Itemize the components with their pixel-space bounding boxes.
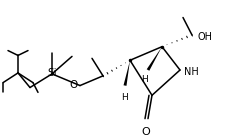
Text: O: O (142, 127, 150, 137)
Text: NH: NH (184, 67, 199, 77)
Text: O: O (70, 80, 78, 90)
Text: Si: Si (47, 68, 57, 78)
Polygon shape (123, 60, 130, 86)
Text: H: H (121, 93, 127, 102)
Text: H: H (142, 75, 148, 84)
Polygon shape (147, 47, 162, 71)
Text: OH: OH (197, 32, 212, 42)
